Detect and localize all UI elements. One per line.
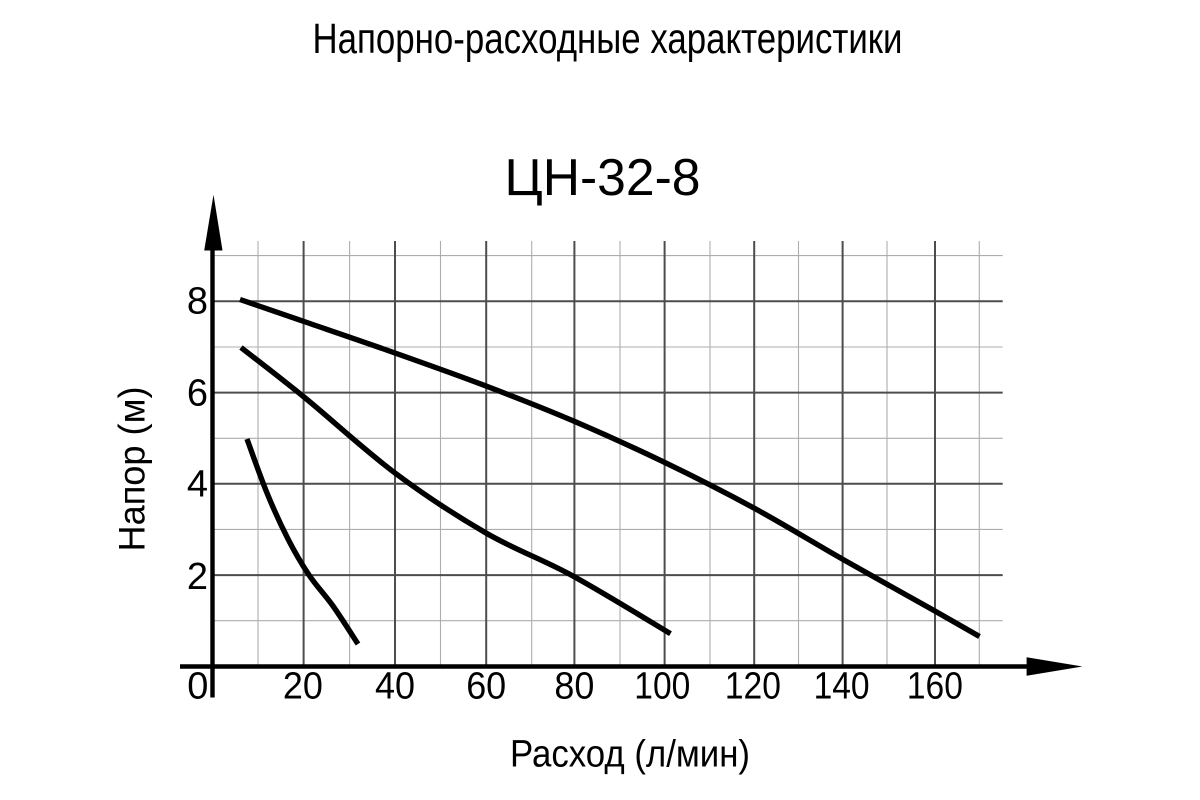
svg-text:Напорно-расходные характеристи: Напорно-расходные характеристики bbox=[313, 15, 903, 63]
svg-text:6: 6 bbox=[187, 372, 208, 414]
svg-text:40: 40 bbox=[375, 666, 415, 708]
svg-text:Напор (м): Напор (м) bbox=[112, 387, 153, 552]
svg-text:ЦН-32-8: ЦН-32-8 bbox=[505, 149, 701, 207]
svg-text:4: 4 bbox=[187, 463, 208, 505]
svg-text:2: 2 bbox=[187, 556, 208, 598]
svg-text:20: 20 bbox=[283, 666, 323, 708]
svg-text:100: 100 bbox=[634, 666, 690, 708]
svg-text:0: 0 bbox=[187, 666, 208, 708]
svg-text:Расход (л/мин): Расход (л/мин) bbox=[510, 734, 750, 776]
svg-text:8: 8 bbox=[187, 281, 208, 323]
svg-text:80: 80 bbox=[554, 666, 594, 708]
svg-text:140: 140 bbox=[814, 666, 870, 708]
svg-text:120: 120 bbox=[725, 666, 781, 708]
svg-text:160: 160 bbox=[907, 666, 963, 708]
svg-text:60: 60 bbox=[466, 666, 506, 708]
